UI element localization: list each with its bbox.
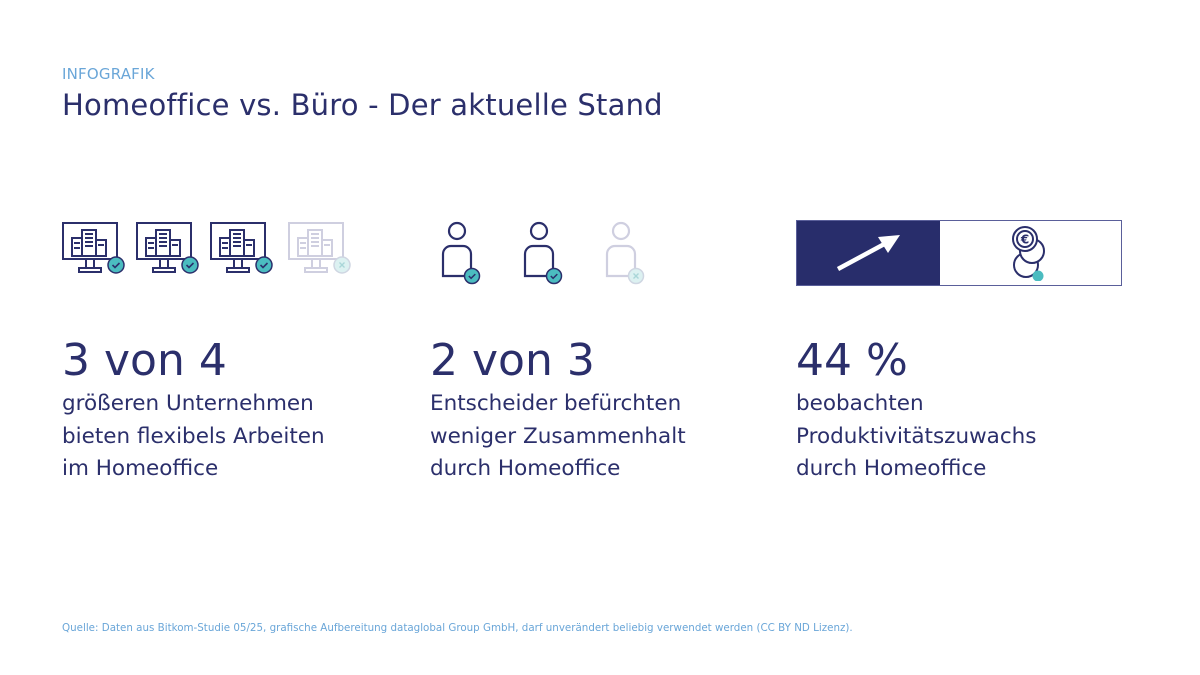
icon-row-companies <box>62 220 362 290</box>
stat-description: Entscheider befürchten weniger Zusammenh… <box>430 388 686 486</box>
progress-bar: € <box>796 220 1122 290</box>
office-monitor-icon <box>62 222 125 274</box>
office-monitor-inactive-icon <box>288 222 351 274</box>
person-icon <box>441 221 481 285</box>
stat-value: 3 von 4 <box>62 335 227 386</box>
stat-description-line: beobachten <box>796 391 924 416</box>
stat-description: größeren Unternehmen bieten flexibels Ar… <box>62 388 325 486</box>
percentage-bar-remainder: € <box>940 221 1121 285</box>
trend-up-arrow-icon <box>836 235 900 271</box>
office-monitor-icon <box>136 222 199 274</box>
euro-coins-icon: € <box>1011 226 1045 281</box>
page-title: Homeoffice vs. Büro - Der aktuelle Stand <box>62 88 663 122</box>
stat-description-line: durch Homeoffice <box>796 456 987 481</box>
svg-text:€: € <box>1019 233 1028 247</box>
source-note: Quelle: Daten aus Bitkom-Studie 05/25, g… <box>62 622 853 634</box>
stat-description-line: größeren Unternehmen <box>62 391 314 416</box>
stat-description-line: im Homeoffice <box>62 456 219 481</box>
stat-companies: 3 von 4 größeren Unternehmen bieten flex… <box>62 220 362 481</box>
stat-description-line: weniger Zusammenhalt <box>430 423 686 449</box>
person-inactive-icon <box>605 221 645 285</box>
percentage-bar: € <box>796 220 1122 286</box>
stat-decision-makers: 2 von 3 Entscheider befürchten weniger Z… <box>430 220 686 481</box>
stat-description-line: durch Homeoffice <box>430 456 621 481</box>
stat-productivity: € 44 % beobachten Produktivitätszuwachs … <box>796 220 1122 481</box>
kicker-label: INFOGRAFIK <box>62 65 155 83</box>
percentage-bar-fill <box>797 221 940 285</box>
person-icon <box>523 221 563 285</box>
office-monitor-icon <box>210 222 273 274</box>
stat-description: beobachten Produktivitätszuwachs durch H… <box>796 388 1037 486</box>
stat-value: 44 % <box>796 335 908 386</box>
stat-value: 2 von 3 <box>430 335 595 386</box>
stat-description-line: Entscheider befürchten <box>430 391 682 416</box>
icon-row-persons <box>430 220 676 290</box>
stat-description-line: Produktivitätszuwachs <box>796 423 1037 449</box>
stat-description-line: bieten flexibels Arbeiten <box>62 423 325 449</box>
